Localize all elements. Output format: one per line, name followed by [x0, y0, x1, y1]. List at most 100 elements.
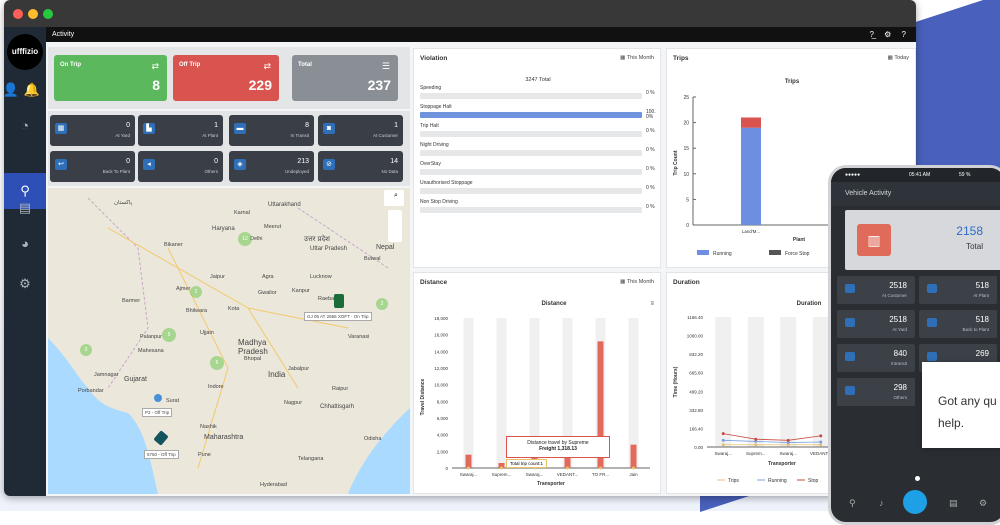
- phone-tile[interactable]: 2518 At Yard: [837, 310, 915, 338]
- minimize-window-button[interactable]: [28, 9, 38, 19]
- truck-icon: [845, 352, 855, 361]
- document-icon[interactable]: ▤: [949, 498, 958, 508]
- settings-gear-icon[interactable]: ⚙: [979, 498, 988, 508]
- map-cluster[interactable]: 9: [162, 328, 176, 342]
- period-label: This Month: [626, 279, 654, 285]
- tooltip-value: Freight 1,318.13: [539, 446, 577, 452]
- status-tile[interactable]: ↩ 0 Back To Plant: [50, 151, 135, 182]
- y-tick-label: 332.80: [689, 408, 703, 413]
- status-tile[interactable]: ◂ 0 Others: [138, 151, 223, 182]
- category-band: [529, 318, 540, 468]
- tile-value: 2518: [889, 315, 907, 324]
- phone-status-bar: ●●●●● 05:41 AM 59 %: [831, 168, 1000, 182]
- status-tile[interactable]: ◈ 213 Undeployed: [229, 151, 314, 182]
- bell-icon[interactable]: ♪: [879, 498, 884, 508]
- card-label: On Trip: [60, 62, 81, 68]
- map-label: Ujjain: [200, 330, 214, 336]
- sidebar-item-activity[interactable]: [4, 173, 46, 209]
- violation-bar-fill: [420, 112, 642, 118]
- phone-tile[interactable]: 518 Back to Plant: [919, 310, 997, 338]
- vehicle-map[interactable]: پاکستان Uttarakhand Karnal Haryana Meeru…: [48, 188, 410, 494]
- phone-tile[interactable]: 518 At Plant: [919, 276, 997, 304]
- vehicle-marker-label[interactable]: GJ 05 AT 2656 XOFT - On Trip: [304, 312, 372, 321]
- violation-percent: 0 %: [646, 166, 655, 172]
- search-icon[interactable]: ⌕: [394, 192, 398, 199]
- tile-value: 14: [390, 158, 398, 165]
- return-icon: ↩: [55, 159, 67, 170]
- phone-total-card[interactable]: ▥ 2158 Total: [845, 210, 1000, 270]
- route-icon: ⇄: [151, 61, 159, 71]
- bell-icon[interactable]: 🔔: [23, 82, 41, 97]
- violation-row: Non Stop Driving 0 %: [420, 199, 656, 213]
- status-tile[interactable]: ▬ 8 In Transit: [229, 115, 314, 146]
- container-icon: ▥: [857, 224, 891, 256]
- period-selector[interactable]: ▦ This Month: [620, 55, 654, 61]
- series-point: [721, 432, 725, 436]
- user-group-icon: [927, 352, 937, 361]
- map-label: Surat: [166, 398, 180, 404]
- violation-label: Night Driving: [420, 142, 449, 148]
- period-selector[interactable]: ▦ This Month: [620, 279, 654, 285]
- app-logo[interactable]: ufffizio: [7, 34, 43, 70]
- violation-percent: 0 %: [646, 90, 655, 96]
- map-cluster[interactable]: 2: [190, 286, 202, 298]
- status-tile[interactable]: ⊘ 14 No Data: [318, 151, 403, 182]
- document-icon[interactable]: ▤: [18, 200, 32, 215]
- map-cluster[interactable]: 2: [376, 298, 388, 310]
- phone-battery: 59 %: [959, 172, 971, 178]
- chart-pie-icon[interactable]: ◕: [21, 236, 29, 251]
- map-cluster[interactable]: 12: [238, 232, 252, 246]
- off-trip-card[interactable]: Off Trip ⇄ 229: [173, 55, 279, 101]
- y-tick-label: 4,000: [437, 433, 449, 438]
- period-selector[interactable]: ▦ Today: [887, 55, 909, 61]
- trip-count-tooltip: Total trip count:1: [506, 459, 548, 468]
- dashboard-gauge-icon[interactable]: ◔: [21, 118, 29, 133]
- on-trip-card[interactable]: On Trip ⇄ 8: [54, 55, 167, 101]
- card-label: Off Trip: [179, 62, 201, 68]
- violation-row: Trip Halt 0 %: [420, 123, 656, 137]
- status-tile[interactable]: ◙ 1 At Customer: [318, 115, 403, 146]
- tile-label: At Yard: [115, 133, 130, 138]
- vehicle-marker-label[interactable]: P2 - Off Trip: [142, 408, 173, 417]
- tile-label: Others: [893, 395, 907, 400]
- map-cluster[interactable]: 6: [210, 356, 224, 370]
- chat-launcher-button[interactable]: [903, 490, 927, 514]
- status-tile[interactable]: ▙ 1 At Plant: [138, 115, 223, 146]
- settings-gear-icon[interactable]: ⚙: [19, 276, 31, 291]
- x-tick-label: VEDANT...: [810, 451, 832, 456]
- violation-row: Unauthorised Stoppage 0 %: [420, 180, 656, 194]
- truck-marker-icon[interactable]: [334, 294, 344, 308]
- x-tick-label: Suprem...: [492, 472, 512, 477]
- violation-bar-track: [420, 188, 642, 194]
- phone-tile[interactable]: 840 Intransit: [837, 344, 915, 372]
- series-point: [819, 443, 823, 447]
- tile-label: In Transit: [290, 133, 309, 138]
- total-card[interactable]: Total ☰ 237: [292, 55, 398, 101]
- distance-bar: [564, 458, 571, 468]
- y-tick-label: 16,000: [434, 333, 448, 338]
- chat-popup[interactable]: Got any qu help.: [922, 362, 1000, 448]
- phone-time: 05:41 AM: [909, 172, 931, 178]
- map-label: Odisha: [364, 436, 382, 442]
- close-window-button[interactable]: [13, 9, 23, 19]
- distance-bar: [630, 444, 637, 468]
- status-tile[interactable]: ▦ 0 At Yard: [50, 115, 135, 146]
- map-cluster[interactable]: 3: [80, 344, 92, 356]
- user-icon[interactable]: 👤: [4, 82, 20, 97]
- map-label: Meerut: [264, 224, 282, 230]
- tile-value: 518: [975, 281, 989, 290]
- y-tick-label: 499.20: [689, 389, 703, 394]
- phone-tile[interactable]: 298 Others: [837, 378, 915, 406]
- x-axis-label: Transporter: [768, 461, 796, 467]
- phone-carrier: ●●●●●: [845, 172, 861, 178]
- sidebar: ufffizio 👤 🔔 ◔ ⚲ ▤ ◕ ⚙: [4, 27, 46, 496]
- phone-tile[interactable]: 2518 At Customer: [837, 276, 915, 304]
- menu-icon: ≡: [650, 301, 654, 307]
- factory-icon: [927, 284, 937, 293]
- legend-label: Running: [713, 251, 732, 257]
- location-pin-icon[interactable]: [154, 394, 162, 402]
- top-bar-icons[interactable]: ?̲ ⚙ ?: [869, 30, 910, 39]
- maximize-window-button[interactable]: [43, 9, 53, 19]
- map-pin-icon[interactable]: ⚲: [849, 498, 856, 508]
- vehicle-marker-label[interactable]: 5750 - Off Trip: [144, 450, 179, 459]
